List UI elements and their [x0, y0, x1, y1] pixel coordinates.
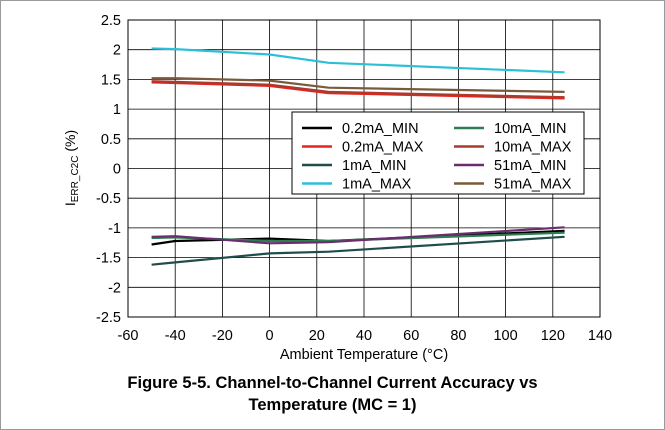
y-tick-label: 0: [113, 162, 121, 178]
x-tick-label: -20: [212, 328, 233, 344]
x-tick-label: -40: [165, 328, 186, 344]
y-tick-label: -2: [108, 280, 121, 296]
legend-label-10mA_MAX: 10mA_MAX: [494, 140, 572, 156]
y-axis-label: IERR_C2C (%): [62, 130, 81, 206]
y-tick-label: 2.5: [101, 13, 121, 29]
y-tick-label: 0.5: [101, 132, 121, 148]
series-line-1mA_MAX: [151, 47, 565, 74]
series-line-0.2mA_MAX: [151, 81, 565, 100]
legend-label-1mA_MAX: 1mA_MAX: [342, 177, 412, 193]
series-lines: [151, 47, 565, 266]
figure-caption: Figure 5-5. Channel-to-Channel Current A…: [0, 372, 665, 416]
x-tick-label: 40: [356, 328, 372, 344]
x-axis-label: Ambient Temperature (°C): [280, 347, 448, 363]
y-tick-label: -1: [108, 221, 121, 237]
x-tick-label: 20: [309, 328, 325, 344]
x-tick-label: 60: [403, 328, 419, 344]
legend-label-0.2mA_MIN: 0.2mA_MIN: [342, 121, 419, 137]
x-tick-label: 120: [541, 328, 565, 344]
y-axis-ticks: 2.5 2 1.5 1 0.5 0 -0.5 -1 -1.5 -2 -2.5: [96, 13, 121, 326]
legend-label-51mA_MAX: 51mA_MAX: [494, 177, 572, 193]
x-axis-ticks: -60 -40 -20 0 20 40 60 80 100 120 140: [118, 328, 613, 344]
caption-line-1: Figure 5-5. Channel-to-Channel Current A…: [127, 374, 538, 392]
legend-label-0.2mA_MAX: 0.2mA_MAX: [342, 140, 424, 156]
series-line-1mA_MIN: [151, 235, 565, 266]
legend-box: [291, 111, 585, 195]
legend-label-1mA_MIN: 1mA_MIN: [342, 158, 406, 174]
y-tick-label: -2.5: [96, 310, 121, 326]
series-line-0.2mA_MIN: [151, 229, 565, 246]
y-tick-label: -0.5: [96, 191, 121, 207]
y-tick-label: 1: [113, 102, 121, 118]
legend-label-51mA_MIN: 51mA_MIN: [494, 158, 567, 174]
y-tick-label: 2: [113, 43, 121, 59]
x-tick-label: -60: [118, 328, 139, 344]
caption-line-2: Temperature (MC = 1): [248, 396, 417, 414]
series-line-51mA_MIN: [151, 226, 565, 245]
legend-label-10mA_MIN: 10mA_MIN: [494, 121, 567, 137]
series-line-10mA_MAX: [151, 80, 565, 99]
plot-area-border: [127, 19, 601, 318]
legend: 0.2mA_MIN 10mA_MIN 0.2mA_MAX 10mA_MAX 1mA_MI…: [291, 111, 585, 195]
y-tick-label: -1.5: [96, 251, 121, 267]
y-tick-label: 1.5: [101, 72, 121, 88]
x-tick-label: 80: [450, 328, 466, 344]
series-line-51mA_MAX: [151, 77, 565, 93]
x-tick-label: 140: [588, 328, 612, 344]
x-tick-label: 0: [266, 328, 274, 344]
x-tick-label: 100: [493, 328, 517, 344]
